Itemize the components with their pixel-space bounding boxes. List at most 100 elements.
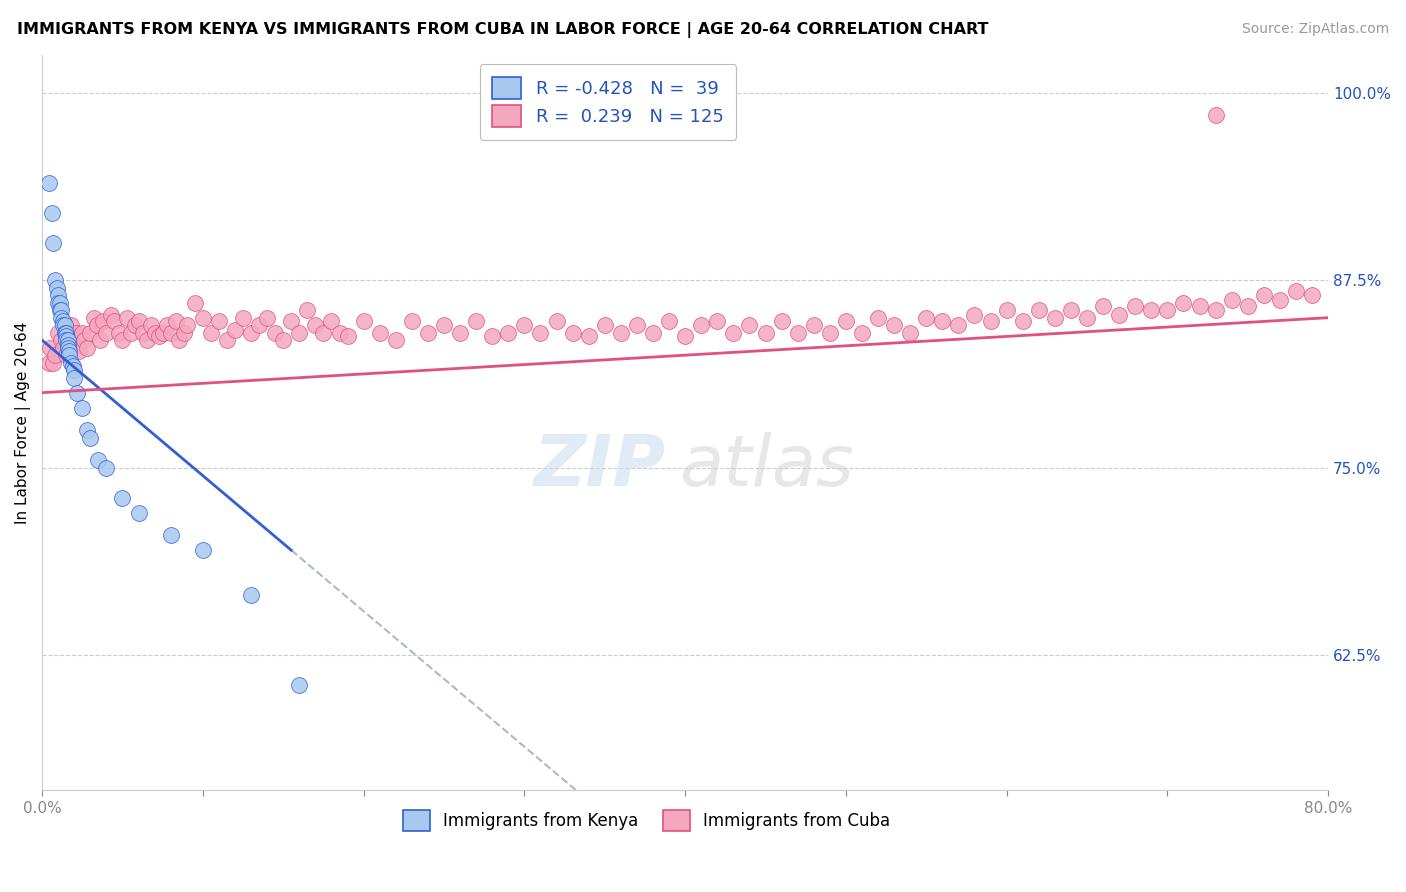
Point bbox=[152, 326, 174, 340]
Point bbox=[96, 460, 118, 475]
Point bbox=[995, 303, 1018, 318]
Point bbox=[72, 326, 94, 340]
Point bbox=[818, 326, 841, 340]
Point bbox=[465, 314, 488, 328]
Point bbox=[38, 356, 60, 370]
Point bbox=[72, 401, 94, 415]
Point bbox=[449, 326, 471, 340]
Point bbox=[1140, 303, 1163, 318]
Point bbox=[240, 588, 263, 602]
Point bbox=[58, 348, 80, 362]
Point bbox=[55, 328, 77, 343]
Point bbox=[593, 318, 616, 333]
Point bbox=[529, 326, 551, 340]
Point bbox=[481, 328, 503, 343]
Point bbox=[1108, 308, 1130, 322]
Point bbox=[56, 337, 79, 351]
Point bbox=[866, 310, 889, 325]
Point bbox=[128, 314, 150, 328]
Point bbox=[401, 314, 423, 328]
Point bbox=[738, 318, 761, 333]
Point bbox=[76, 423, 98, 437]
Point bbox=[224, 323, 246, 337]
Point bbox=[49, 303, 72, 318]
Point bbox=[63, 333, 86, 347]
Point bbox=[79, 326, 101, 340]
Point bbox=[159, 326, 181, 340]
Point bbox=[835, 314, 858, 328]
Text: Source: ZipAtlas.com: Source: ZipAtlas.com bbox=[1241, 22, 1389, 37]
Point bbox=[754, 326, 776, 340]
Point bbox=[55, 348, 77, 362]
Point bbox=[62, 359, 84, 373]
Point bbox=[271, 333, 294, 347]
Point bbox=[215, 333, 238, 347]
Point bbox=[143, 326, 166, 340]
Point bbox=[1123, 299, 1146, 313]
Point bbox=[83, 310, 105, 325]
Point bbox=[63, 370, 86, 384]
Point bbox=[42, 356, 65, 370]
Point bbox=[191, 310, 214, 325]
Point bbox=[49, 295, 72, 310]
Point bbox=[312, 326, 335, 340]
Point bbox=[46, 295, 69, 310]
Point bbox=[52, 341, 75, 355]
Point bbox=[63, 363, 86, 377]
Point bbox=[159, 528, 181, 542]
Point bbox=[931, 314, 953, 328]
Point bbox=[1028, 303, 1050, 318]
Point bbox=[1060, 303, 1083, 318]
Point bbox=[1220, 293, 1243, 307]
Text: ZIP: ZIP bbox=[534, 433, 666, 501]
Point bbox=[247, 318, 270, 333]
Point bbox=[39, 341, 62, 355]
Point bbox=[79, 431, 101, 445]
Point bbox=[73, 333, 96, 347]
Point bbox=[96, 326, 118, 340]
Point bbox=[546, 314, 568, 328]
Point bbox=[1236, 299, 1258, 313]
Point bbox=[76, 341, 98, 355]
Point bbox=[963, 308, 986, 322]
Point bbox=[52, 314, 75, 328]
Point bbox=[111, 333, 134, 347]
Point bbox=[117, 310, 139, 325]
Point bbox=[135, 333, 157, 347]
Point bbox=[66, 385, 89, 400]
Point bbox=[898, 326, 921, 340]
Point bbox=[55, 326, 77, 340]
Point bbox=[1092, 299, 1115, 313]
Point bbox=[240, 326, 263, 340]
Point bbox=[89, 333, 111, 347]
Point bbox=[56, 341, 79, 355]
Point bbox=[384, 333, 406, 347]
Point bbox=[53, 326, 76, 340]
Point bbox=[173, 326, 195, 340]
Point bbox=[353, 314, 375, 328]
Point bbox=[1268, 293, 1291, 307]
Point bbox=[416, 326, 439, 340]
Point bbox=[191, 543, 214, 558]
Point bbox=[86, 318, 108, 333]
Point bbox=[51, 303, 73, 318]
Point bbox=[165, 314, 187, 328]
Point bbox=[723, 326, 745, 340]
Point bbox=[41, 205, 63, 219]
Point bbox=[1043, 310, 1066, 325]
Point bbox=[46, 288, 69, 302]
Point bbox=[87, 453, 110, 467]
Point bbox=[55, 333, 77, 347]
Point bbox=[626, 318, 648, 333]
Point bbox=[58, 343, 80, 358]
Point bbox=[100, 308, 122, 322]
Point bbox=[1076, 310, 1098, 325]
Point bbox=[328, 326, 350, 340]
Point bbox=[176, 318, 198, 333]
Point bbox=[91, 314, 114, 328]
Point bbox=[280, 314, 302, 328]
Point bbox=[56, 326, 79, 340]
Point bbox=[803, 318, 825, 333]
Point bbox=[770, 314, 793, 328]
Point bbox=[915, 310, 938, 325]
